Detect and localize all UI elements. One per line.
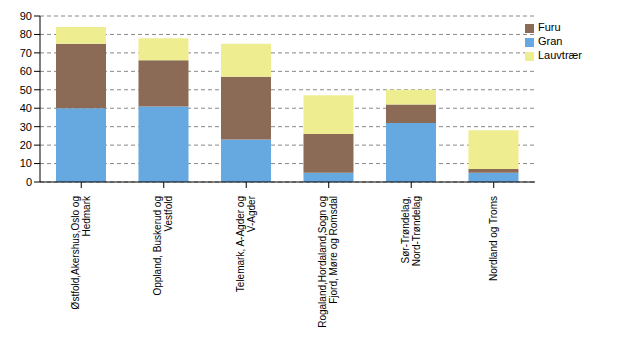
svg-text:0: 0 xyxy=(26,176,32,188)
svg-text:90: 90 xyxy=(20,10,32,22)
svg-text:Oppland, Buskerud ogVestfold: Oppland, Buskerud ogVestfold xyxy=(152,196,174,296)
svg-text:60: 60 xyxy=(20,65,32,77)
svg-text:40: 40 xyxy=(20,102,32,114)
svg-text:20: 20 xyxy=(20,139,32,151)
html-text:Furu: Furu xyxy=(538,21,561,33)
svg-text:70: 70 xyxy=(20,47,32,59)
html-text:Gran: Gran xyxy=(538,35,563,47)
svg-text:Nordland og Troms: Nordland og Troms xyxy=(488,196,499,281)
svg-text:30: 30 xyxy=(20,121,32,133)
html-text:Lauvtrær: Lauvtrær xyxy=(538,49,582,61)
svg-text:Sør-Trøndelag,Nord-Trøndelag: Sør-Trøndelag,Nord-Trøndelag xyxy=(400,196,422,266)
svg-text:Østfold,Akershus,Oslo ogHedmar: Østfold,Akershus,Oslo ogHedmark xyxy=(70,195,92,309)
svg-text:10: 10 xyxy=(20,157,32,169)
svg-text:50: 50 xyxy=(20,84,32,96)
svg-text:80: 80 xyxy=(20,28,32,40)
svg-text:Telemark, A-Agder ogV-Agder: Telemark, A-Agder ogV-Agder xyxy=(235,195,257,292)
svg-text:Rogaland,Hordaland,Sogn ogFjor: Rogaland,Hordaland,Sogn ogFjord, Møre og… xyxy=(317,196,339,328)
